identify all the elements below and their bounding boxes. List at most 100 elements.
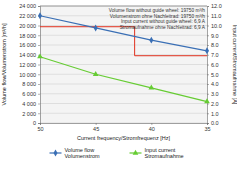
y-axis: 0 2 000 4 000 6 000 8 000 10 000 12 000 14 000 1… [19,3,40,126]
tick: 8.0 [207,42,219,48]
tick-label: 12.0 [211,3,222,9]
tick: 7.0 [207,52,219,58]
annotation: Stromaufnahme ohne Nachleitrad: 6,9 A [120,25,206,30]
tick: 14 000 [19,52,40,58]
tick-mark [207,45,209,46]
tick-label: 9.0 [211,33,219,39]
tick-label: 45 [93,126,99,132]
grid-line [40,113,207,114]
legend-label: Volumenstrom [65,153,101,159]
series-marker [149,37,153,44]
tick-label: 24 000 [19,3,36,9]
tick: 6 000 [22,91,40,97]
tick-mark [38,94,40,95]
tick-label: 8.0 [211,42,219,48]
x-axis: 50 45 40 35 [37,123,210,132]
legend-item: Input currentStromaufnahme [130,147,184,159]
tick-label: 2.0 [211,101,219,107]
tick: 16 000 [19,42,40,48]
tick-mark [38,123,40,124]
tick-label: 0 [33,120,36,126]
tick-mark [207,55,209,56]
axis-line [208,7,210,124]
tick: 12.0 [207,3,222,9]
legend-label: Stromaufnahme [145,153,184,159]
tick-label: 3.0 [211,91,219,97]
tick-mark [207,94,209,95]
tick-mark [38,104,40,105]
tick-label: 10.0 [211,23,222,29]
plot: 50 45 40 35 0 2 000 4 000 6 000 8 000 10 000 12 00… [19,3,222,132]
tick: 8 000 [22,81,40,87]
tick: 11.0 [207,13,221,19]
legend-marker [53,150,57,157]
series-marker [37,53,43,58]
series-marker [148,85,154,90]
tick-label: 6.0 [211,62,219,68]
tick-label: 5.0 [211,72,219,78]
tick-mark [207,84,209,85]
tick: 10 000 [19,72,40,78]
tick: 4 000 [22,101,40,107]
series-marker [38,12,42,19]
legend: Volume flowVolumenstrom Input currentStro… [50,147,184,159]
tick-mark [38,113,40,114]
tick-mark [38,26,40,27]
tick-label: 18 000 [19,33,36,39]
legend-item: Volume flowVolumenstrom [50,147,101,159]
tick: 20 000 [19,23,40,29]
grid-line [40,74,207,75]
tick-label: 6 000 [22,91,36,97]
annotation: Input current without guide wheel: 6,9 A [121,19,206,24]
tick-mark [96,123,97,125]
tick: 4.0 [207,81,219,87]
tick: 3.0 [207,91,219,97]
tick-label: 14 000 [19,52,36,58]
tick: 45 [93,123,99,132]
series-marker [204,98,210,103]
tick-label: 16 000 [19,42,36,48]
legend-marker [133,150,139,155]
tick-mark [207,104,209,105]
grid-line [40,103,207,104]
tick-mark [38,65,40,66]
tick-label: 50 [37,126,43,132]
tick-mark [38,74,40,75]
tick-label: 2 000 [22,111,36,117]
tick: 12 000 [19,62,40,68]
data-area [37,12,210,103]
tick-mark [38,35,40,36]
tick: 24 000 [19,3,40,9]
tick-label: 40 [149,126,155,132]
tick-label: 4 000 [22,101,36,107]
tick-mark [38,45,40,46]
tick-label: 1.0 [211,111,219,117]
tick-label: 7.0 [211,52,219,58]
chart: 50 45 40 35 0 2 000 4 000 6 000 8 000 10 000 12 00… [0,0,237,169]
tick-label: 35 [204,126,210,132]
tick-label: 4.0 [211,81,219,87]
tick-mark [207,113,209,114]
tick-mark [207,123,209,124]
tick: 0.0 [207,120,219,126]
series-marker [94,24,98,31]
series-marker [93,71,99,76]
tick-mark [207,65,209,66]
x-axis-title: Current frequency/Stromfrequenz [Hz] [77,135,170,141]
plot-background [40,6,207,123]
tick-mark [207,123,208,125]
axis-line [41,124,208,126]
tick-mark [151,123,152,125]
tick-label: 0.0 [211,120,219,126]
tick: 1.0 [207,111,219,117]
y-axis-title: Volume flow/Volumenstrom [m³/h] [1,23,7,105]
tick-label: 20 000 [19,23,36,29]
tick-mark [207,6,209,7]
tick: 6.0 [207,62,219,68]
tick: 10.0 [207,23,222,29]
series-line [40,57,207,102]
grid-line [40,6,207,7]
tick-label: 8 000 [22,81,36,87]
tick-mark [207,26,209,27]
tick-mark [38,84,40,85]
